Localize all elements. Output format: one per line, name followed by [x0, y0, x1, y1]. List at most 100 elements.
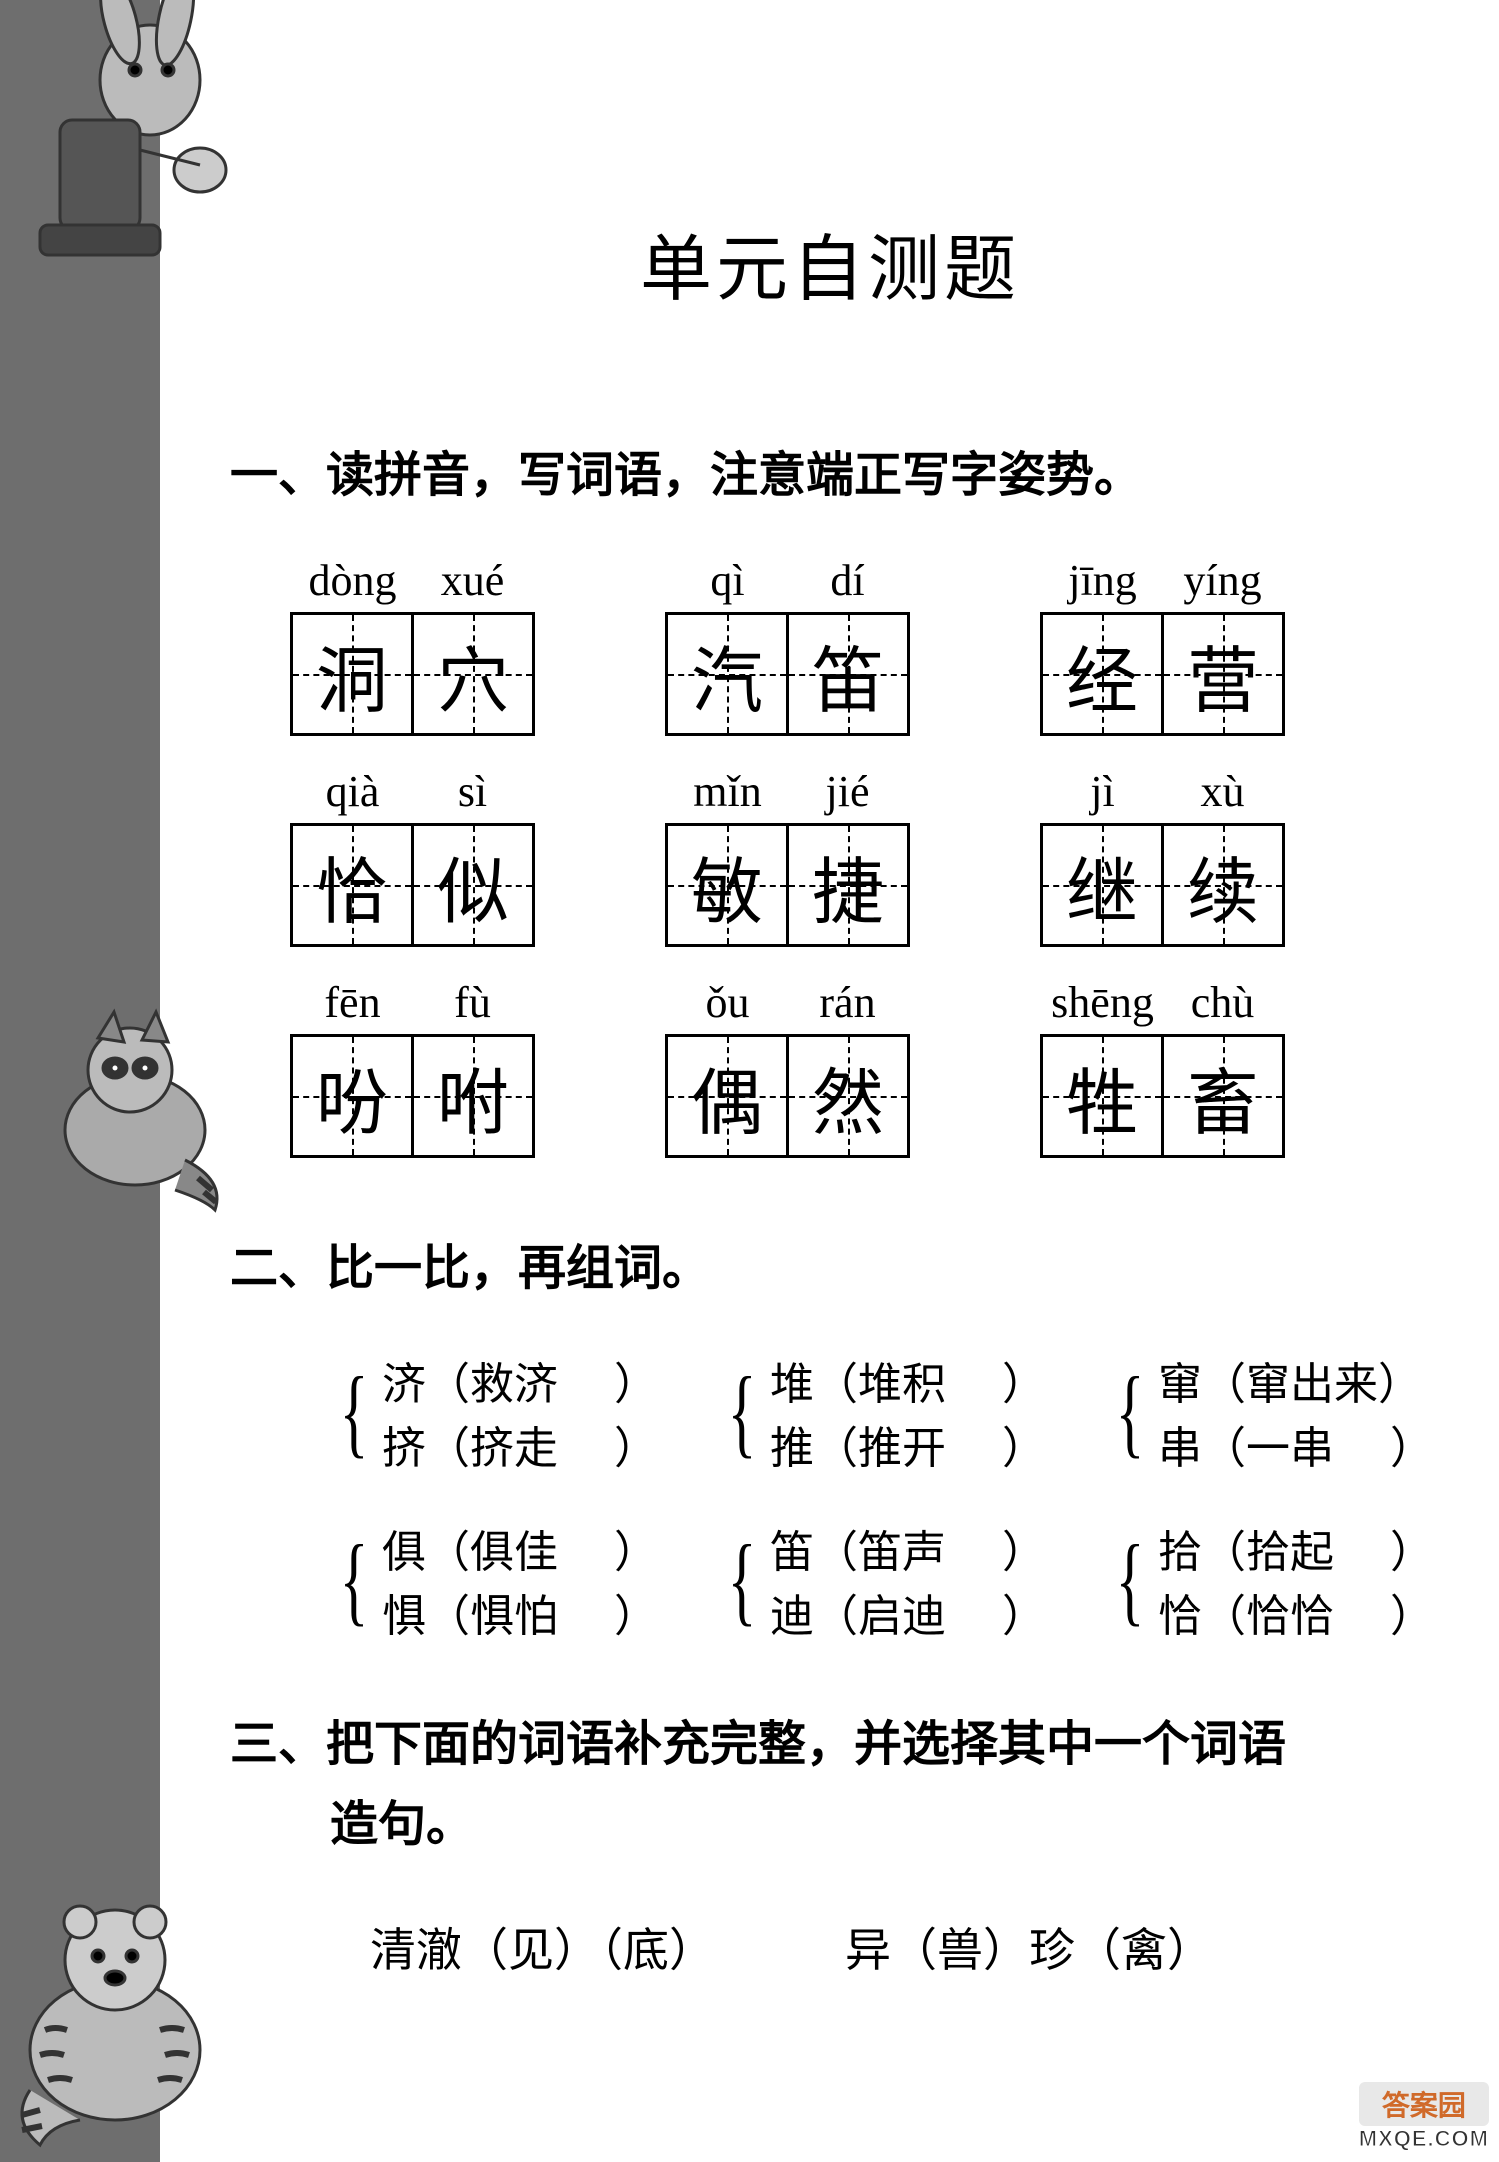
answer-text: 底	[623, 1914, 669, 1980]
pair-line: 恰（恰恰 ）	[1158, 1580, 1434, 1644]
pinyin: qiàsì	[293, 766, 533, 817]
pair-line: 笛（笛声 ）	[770, 1516, 1046, 1580]
char-pair: { 窜（窜出来） 串（一串 ）	[1106, 1348, 1434, 1476]
watermark-text-bottom: MXQE.COM	[1359, 2126, 1489, 2152]
tiger-decoration	[0, 1880, 230, 2160]
idiom-item: 清澈（见）（底）	[370, 1914, 715, 1980]
pair-lines: 济（救济 ） 挤（挤走 ）	[382, 1348, 658, 1476]
pinyin-syllable: mǐn	[668, 766, 788, 817]
answer-char: 继	[1066, 833, 1138, 938]
pair-lines: 窜（窜出来） 串（一串 ）	[1158, 1348, 1434, 1476]
pinyin-syllable: jì	[1043, 766, 1163, 817]
text: 清澈（	[370, 1925, 508, 1976]
char-cell: 捷	[789, 823, 910, 947]
raccoon-decoration	[30, 1000, 230, 1220]
char-cell: 营	[1164, 612, 1285, 736]
answer-text: 救济	[470, 1348, 570, 1412]
pinyin-syllable: jié	[788, 766, 908, 817]
q1-row: fēnfù 吩咐 ǒurán 偶然 shēngchù 牲畜	[290, 977, 1430, 1158]
pinyin-syllable: yíng	[1163, 555, 1283, 606]
pair-line: 推（推开 ）	[770, 1412, 1046, 1476]
answer-char: 咐	[437, 1044, 509, 1149]
answer-char: 营	[1187, 622, 1259, 727]
word-block: fēnfù 吩咐	[290, 977, 535, 1158]
section-1-heading: 一、读拼音，写词语，注意端正写字姿势。	[230, 435, 1430, 505]
pair-line: 挤（挤走 ）	[382, 1412, 658, 1476]
answer-text: 兽	[937, 1914, 983, 1980]
answer-char: 捷	[812, 833, 884, 938]
pinyin: dòngxué	[293, 555, 533, 606]
given-char: 恰	[1158, 1592, 1202, 1641]
answer-char: 然	[812, 1044, 884, 1149]
char-cell: 洞	[290, 612, 414, 736]
pair-lines: 拾（拾起 ） 恰（恰恰 ）	[1158, 1516, 1434, 1644]
pinyin-syllable: fēn	[293, 977, 413, 1028]
idiom-item: 异（兽）珍（禽）	[845, 1914, 1213, 1980]
answer-text: 堆积	[858, 1348, 958, 1412]
answer-char: 穴	[437, 622, 509, 727]
char-pair: { 堆（堆积 ） 推（推开 ）	[718, 1348, 1046, 1476]
brace-icon: {	[728, 1520, 757, 1640]
pinyin-syllable: xué	[413, 555, 533, 606]
char-boxes: 洞穴	[290, 612, 535, 736]
word-block: qiàsì 恰似	[290, 766, 535, 947]
given-char: 迪	[770, 1592, 814, 1641]
given-char: 拾	[1158, 1528, 1202, 1577]
pair-line: 窜（窜出来）	[1158, 1348, 1434, 1412]
pair-lines: 俱（俱佳 ） 惧（惧怕 ）	[382, 1516, 658, 1644]
char-cell: 吩	[290, 1034, 414, 1158]
pinyin-syllable: dí	[788, 555, 908, 606]
section-2-heading: 二、比一比，再组词。	[230, 1228, 1430, 1298]
answer-char: 畜	[1187, 1044, 1259, 1149]
char-cell: 牲	[1040, 1034, 1164, 1158]
char-boxes: 汽笛	[665, 612, 910, 736]
page-title: 单元自测题	[230, 210, 1430, 315]
char-cell: 似	[414, 823, 535, 947]
given-char: 窜	[1158, 1360, 1202, 1409]
page: 单元自测题 一、读拼音，写词语，注意端正写字姿势。 dòngxué 洞穴 qìd…	[0, 0, 1499, 2162]
word-block: dòngxué 洞穴	[290, 555, 535, 736]
q1-row: qiàsì 恰似 mǐnjié 敏捷 jìxù 继续	[290, 766, 1430, 947]
text: ）	[669, 1925, 715, 1976]
char-cell: 汽	[665, 612, 789, 736]
char-cell: 经	[1040, 612, 1164, 736]
pair-line: 俱（俱佳 ）	[382, 1516, 658, 1580]
answer-text: 俱佳	[470, 1516, 570, 1580]
pinyin: ǒurán	[668, 977, 908, 1028]
char-pair: { 拾（拾起 ） 恰（恰恰 ）	[1106, 1516, 1434, 1644]
pinyin-syllable: ǒu	[668, 977, 788, 1028]
q2-row: { 济（救济 ） 挤（挤走 ） { 堆（堆积 ） 推（推开 ） {	[330, 1348, 1430, 1476]
answer-char: 洞	[316, 622, 388, 727]
pinyin-syllable: chù	[1163, 977, 1283, 1028]
pinyin-syllable: xù	[1163, 766, 1283, 817]
q1-grid: dòngxué 洞穴 qìdí 汽笛 jīngyíng 经营 qiàsì 恰似	[290, 555, 1430, 1158]
bunny-decoration	[0, 0, 260, 360]
text: ）珍（	[983, 1925, 1121, 1976]
pinyin: shēngchù	[1043, 977, 1283, 1028]
answer-text: 一串	[1246, 1412, 1346, 1476]
char-pair: { 笛（笛声 ） 迪（启迪 ）	[718, 1516, 1046, 1644]
answer-text: 恰恰	[1246, 1580, 1346, 1644]
char-boxes: 经营	[1040, 612, 1285, 736]
pinyin-syllable: sì	[413, 766, 533, 817]
pinyin: fēnfù	[293, 977, 533, 1028]
q3-line: 清澈（见）（底） 异（兽）珍（禽）	[370, 1914, 1430, 1980]
answer-text: 拾起	[1246, 1516, 1346, 1580]
answer-text: 推开	[858, 1412, 958, 1476]
char-pair: { 济（救济 ） 挤（挤走 ）	[330, 1348, 658, 1476]
answer-text: 窜出来	[1246, 1348, 1378, 1412]
answer-text: 启迪	[858, 1580, 958, 1644]
pinyin: jìxù	[1043, 766, 1283, 817]
pinyin-syllable: qì	[668, 555, 788, 606]
pair-line: 济（救济 ）	[382, 1348, 658, 1412]
answer-char: 经	[1066, 622, 1138, 727]
word-block: qìdí 汽笛	[665, 555, 910, 736]
answer-char: 似	[437, 833, 509, 938]
pair-lines: 笛（笛声 ） 迪（启迪 ）	[770, 1516, 1046, 1644]
char-boxes: 继续	[1040, 823, 1285, 947]
answer-char: 敏	[691, 833, 763, 938]
answer-text: 笛声	[858, 1516, 958, 1580]
pinyin-syllable: qià	[293, 766, 413, 817]
char-cell: 恰	[290, 823, 414, 947]
answer-char: 恰	[316, 833, 388, 938]
